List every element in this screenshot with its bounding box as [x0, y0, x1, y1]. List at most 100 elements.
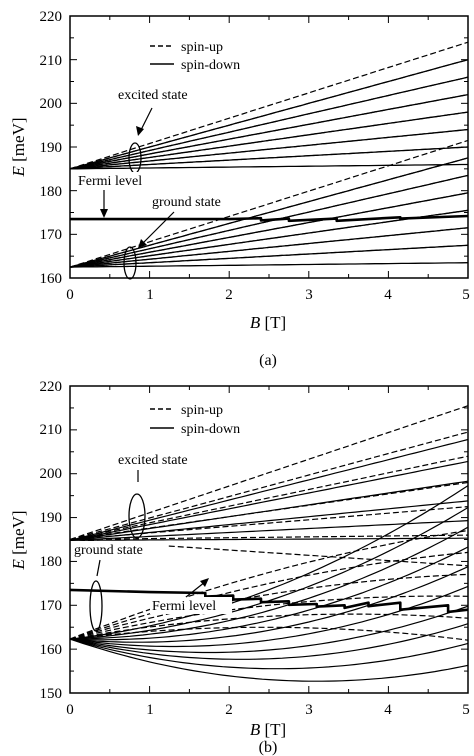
a-spin-down-level-line — [69, 157, 469, 268]
a-spin-down-level-line — [70, 163, 468, 170]
a-arrow-excited — [139, 107, 153, 133]
a-ytick-label: 210 — [40, 53, 63, 69]
a-arrow-head — [100, 209, 108, 218]
b-spin-down-level-line — [69, 485, 469, 640]
b-spin-down-level-line — [69, 520, 469, 541]
b-spin-up-level-line — [69, 595, 469, 640]
b-spin-up-level-line — [69, 431, 469, 541]
b-xtick-label: 0 — [66, 702, 74, 718]
a-ytick-label: 160 — [40, 271, 63, 287]
b-spin-down-level-line — [69, 605, 469, 654]
b-annotation-bg — [72, 541, 166, 558]
b-spin-down-level-line — [69, 537, 468, 541]
a-ytick-label: 200 — [40, 96, 63, 112]
b-spin-down-level-line — [69, 480, 469, 541]
panel-b: 150 160 170 180 190 200 210 220 0 1 2 3 … — [9, 379, 470, 756]
b-ellipse-ground — [89, 580, 103, 632]
a-annotation-ground-state: ground state — [152, 195, 221, 210]
a-annotation-bg — [116, 85, 212, 103]
a-x-axis-label: B [T] — [250, 313, 286, 332]
b-fermi-level-line — [69, 588, 469, 614]
a-fermi-level-path — [70, 214, 469, 223]
a-annotation-excited-state: excited state — [118, 88, 188, 103]
a-legend-label-spin-down: spin-down — [181, 58, 240, 73]
a-annotation-bg — [76, 172, 148, 189]
b-ytick-label: 180 — [40, 554, 63, 570]
a-ytick-label: 170 — [40, 227, 63, 243]
b-legend-label-spin-down: spin-down — [181, 422, 240, 437]
a-arrow-head — [136, 126, 144, 136]
b-x-axis-label: B [T] — [250, 720, 286, 739]
b-spin-down-level-line — [69, 460, 469, 541]
b-annotation-fermi-level: Fermi level — [152, 599, 216, 614]
a-legend-label-spin-up: spin-up — [181, 40, 223, 55]
b-annotation-excited-state: excited state — [118, 453, 188, 468]
b-annotations: excited state ground state Fermi level — [72, 450, 232, 632]
b-spin-up-level-line — [69, 613, 469, 640]
b-ytick-label: 200 — [40, 466, 63, 482]
a-annotation-bg — [150, 193, 242, 210]
b-legend: spin-up spin-down — [143, 399, 263, 437]
a-x-tick-labels: 0 1 2 3 4 5 — [66, 287, 470, 303]
b-spin-down-level-line — [69, 546, 469, 641]
a-xtick-label: 0 — [66, 287, 74, 303]
b-x-tick-labels: 0 1 2 3 4 5 — [66, 702, 470, 718]
b-spin-up-level-line — [69, 573, 469, 640]
b-ticks — [69, 385, 469, 694]
a-xtick-label: 1 — [146, 287, 154, 303]
b-annotation-bg — [116, 450, 212, 468]
b-xtick-label: 2 — [225, 702, 233, 718]
a-spin-down-level-line — [69, 192, 469, 268]
a-spin-up-level-line — [69, 139, 469, 268]
a-ellipse-ground — [123, 246, 137, 280]
a-spin-down-level-line — [69, 146, 469, 170]
a-spin-down-level-line — [69, 174, 469, 268]
a-arrow-ground — [141, 211, 175, 245]
b-ellipse-excited — [128, 493, 146, 539]
a-spin-down-level-line — [69, 111, 469, 170]
a-xtick-label: 4 — [384, 287, 392, 303]
a-spin-down-level-line — [69, 76, 469, 170]
b-spin-up-level-line — [69, 551, 469, 640]
b-ytick-label: 160 — [40, 642, 63, 658]
a-annotations: excited state Fermi level ground state — [76, 85, 242, 280]
a-ytick-label: 190 — [40, 140, 63, 156]
b-arrow-fermi — [185, 581, 206, 598]
b-ytick-label: 170 — [40, 598, 63, 614]
a-y-tick-labels: 160 170 180 190 200 210 220 — [40, 9, 63, 287]
a-ytick-label: 220 — [40, 9, 63, 25]
a-spin-up-level-line — [69, 41, 469, 170]
a-ticks — [69, 15, 469, 279]
b-spin-down-level-line — [69, 638, 469, 682]
panel-a: 160 170 180 190 200 210 220 0 1 2 3 4 5 … — [9, 9, 470, 369]
a-ytick-label: 180 — [40, 184, 63, 200]
b-legend-label-spin-up: spin-up — [181, 403, 223, 418]
a-caption: (a) — [259, 352, 277, 369]
b-spin-down-level-line — [69, 526, 469, 640]
a-arrow-head — [138, 239, 147, 248]
a-spin-down-level-line — [69, 128, 469, 170]
a-fermi-level-line — [70, 214, 469, 223]
b-y-axis-label: E [meV] — [9, 510, 28, 570]
b-fermi-level-path — [69, 588, 469, 614]
b-arrow-head — [200, 578, 209, 587]
b-curves — [69, 405, 469, 682]
b-spin-down-level-line — [69, 500, 469, 541]
b-xtick-label: 5 — [462, 702, 470, 718]
b-ytick-label: 220 — [40, 379, 63, 395]
a-legend: spin-up spin-down — [143, 37, 263, 75]
a-y-axis-label: E [meV] — [9, 117, 28, 177]
b-spin-down-level-line — [69, 623, 469, 660]
a-spin-down-level-line — [69, 93, 469, 170]
b-spin-up-level-line — [69, 529, 469, 640]
b-ytick-label: 150 — [40, 686, 63, 702]
b-xtick-label: 3 — [305, 702, 313, 718]
b-y-tick-labels: 150 160 170 180 190 200 210 220 — [40, 379, 63, 702]
b-spin-up-level-line — [69, 534, 469, 541]
b-spin-down-level-line — [69, 638, 469, 670]
a-xtick-label: 3 — [305, 287, 313, 303]
b-caption: (b) — [259, 739, 278, 756]
b-xtick-label: 4 — [384, 702, 392, 718]
b-spin-down-level-line — [69, 566, 469, 643]
